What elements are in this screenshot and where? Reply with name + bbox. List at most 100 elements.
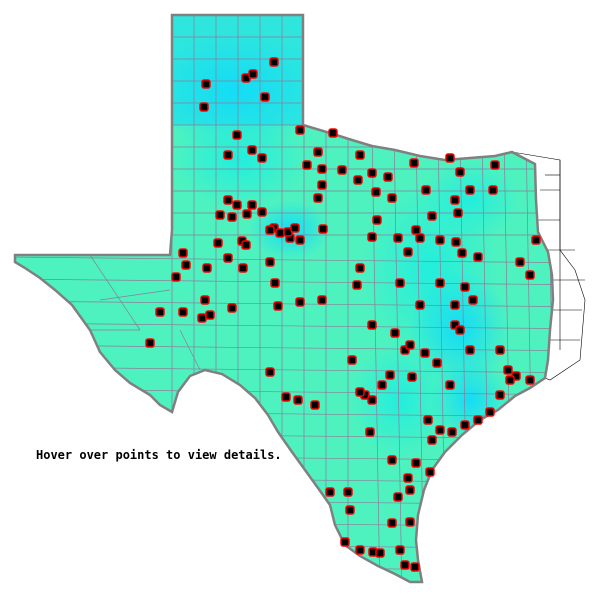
data-point-marker[interactable] — [400, 560, 410, 570]
data-point-marker[interactable] — [199, 102, 209, 112]
data-point-marker[interactable] — [375, 548, 385, 558]
data-point-marker[interactable] — [257, 207, 267, 217]
data-point-marker[interactable] — [525, 270, 535, 280]
data-point-marker[interactable] — [451, 237, 461, 247]
data-point-marker[interactable] — [473, 252, 483, 262]
data-point-marker[interactable] — [420, 348, 430, 358]
data-point-marker[interactable] — [427, 211, 437, 221]
data-point-marker[interactable] — [247, 200, 257, 210]
data-point-marker[interactable] — [260, 92, 270, 102]
data-point-marker[interactable] — [265, 225, 275, 235]
data-point-marker[interactable] — [269, 57, 279, 67]
data-point-marker[interactable] — [178, 307, 188, 317]
data-point-marker[interactable] — [515, 257, 525, 267]
data-point-marker[interactable] — [405, 517, 415, 527]
data-point-marker[interactable] — [281, 392, 291, 402]
data-point-marker[interactable] — [318, 224, 328, 234]
data-point-marker[interactable] — [411, 458, 421, 468]
data-point-marker[interactable] — [290, 223, 300, 233]
data-point-marker[interactable] — [227, 212, 237, 222]
data-point-marker[interactable] — [353, 175, 363, 185]
data-point-marker[interactable] — [405, 485, 415, 495]
data-point-marker[interactable] — [372, 215, 382, 225]
data-point-marker[interactable] — [393, 492, 403, 502]
data-point-marker[interactable] — [223, 150, 233, 160]
data-point-marker[interactable] — [403, 473, 413, 483]
data-point-marker[interactable] — [302, 160, 312, 170]
data-point-marker[interactable] — [525, 375, 535, 385]
data-point-marker[interactable] — [377, 380, 387, 390]
data-point-marker[interactable] — [215, 210, 225, 220]
data-point-marker[interactable] — [367, 395, 377, 405]
data-point-marker[interactable] — [181, 260, 191, 270]
data-point-marker[interactable] — [213, 238, 223, 248]
data-point-marker[interactable] — [248, 69, 258, 79]
data-point-marker[interactable] — [223, 195, 233, 205]
data-point-marker[interactable] — [385, 370, 395, 380]
data-point-marker[interactable] — [241, 240, 251, 250]
data-point-marker[interactable] — [453, 208, 463, 218]
data-point-marker[interactable] — [488, 185, 498, 195]
data-point-marker[interactable] — [201, 79, 211, 89]
data-point-marker[interactable] — [367, 168, 377, 178]
data-point-marker[interactable] — [317, 180, 327, 190]
data-point-marker[interactable] — [202, 263, 212, 273]
data-point-marker[interactable] — [238, 263, 248, 273]
data-point-marker[interactable] — [155, 307, 165, 317]
data-point-marker[interactable] — [409, 158, 419, 168]
data-point-marker[interactable] — [328, 128, 338, 138]
data-point-marker[interactable] — [457, 248, 467, 258]
data-point-marker[interactable] — [403, 247, 413, 257]
data-point-marker[interactable] — [371, 187, 381, 197]
data-point-marker[interactable] — [503, 365, 513, 375]
data-point-marker[interactable] — [411, 225, 421, 235]
data-point-marker[interactable] — [265, 257, 275, 267]
data-point-marker[interactable] — [355, 387, 365, 397]
data-point-marker[interactable] — [445, 380, 455, 390]
data-point-marker[interactable] — [425, 467, 435, 477]
data-point-marker[interactable] — [145, 338, 155, 348]
data-point-marker[interactable] — [415, 233, 425, 243]
data-point-marker[interactable] — [247, 145, 257, 155]
data-point-marker[interactable] — [465, 185, 475, 195]
data-point-marker[interactable] — [317, 164, 327, 174]
data-point-marker[interactable] — [232, 130, 242, 140]
data-point-marker[interactable] — [347, 355, 357, 365]
data-point-marker[interactable] — [423, 415, 433, 425]
data-point-marker[interactable] — [505, 375, 515, 385]
data-point-marker[interactable] — [227, 303, 237, 313]
data-point-marker[interactable] — [473, 415, 483, 425]
data-point-marker[interactable] — [365, 427, 375, 437]
data-point-marker[interactable] — [340, 537, 350, 547]
data-point-marker[interactable] — [447, 427, 457, 437]
data-point-marker[interactable] — [223, 253, 233, 263]
data-point-marker[interactable] — [427, 435, 437, 445]
data-point-marker[interactable] — [490, 160, 500, 170]
data-point-marker[interactable] — [337, 165, 347, 175]
data-point-marker[interactable] — [405, 340, 415, 350]
data-point-marker[interactable] — [257, 153, 267, 163]
data-point-marker[interactable] — [205, 310, 215, 320]
data-point-marker[interactable] — [355, 263, 365, 273]
data-point-marker[interactable] — [295, 297, 305, 307]
data-point-marker[interactable] — [343, 487, 353, 497]
data-point-marker[interactable] — [460, 282, 470, 292]
data-point-marker[interactable] — [383, 172, 393, 182]
data-point-marker[interactable] — [367, 232, 377, 242]
data-point-marker[interactable] — [395, 545, 405, 555]
data-point-marker[interactable] — [317, 295, 327, 305]
data-point-marker[interactable] — [460, 420, 470, 430]
data-point-marker[interactable] — [313, 193, 323, 203]
data-point-marker[interactable] — [450, 195, 460, 205]
data-point-marker[interactable] — [450, 300, 460, 310]
data-point-marker[interactable] — [293, 395, 303, 405]
data-point-marker[interactable] — [273, 301, 283, 311]
data-point-marker[interactable] — [171, 272, 181, 282]
data-point-marker[interactable] — [432, 358, 442, 368]
data-point-marker[interactable] — [485, 407, 495, 417]
data-point-marker[interactable] — [421, 185, 431, 195]
data-point-marker[interactable] — [495, 390, 505, 400]
data-point-marker[interactable] — [445, 153, 455, 163]
data-point-marker[interactable] — [242, 209, 252, 219]
data-point-marker[interactable] — [352, 280, 362, 290]
